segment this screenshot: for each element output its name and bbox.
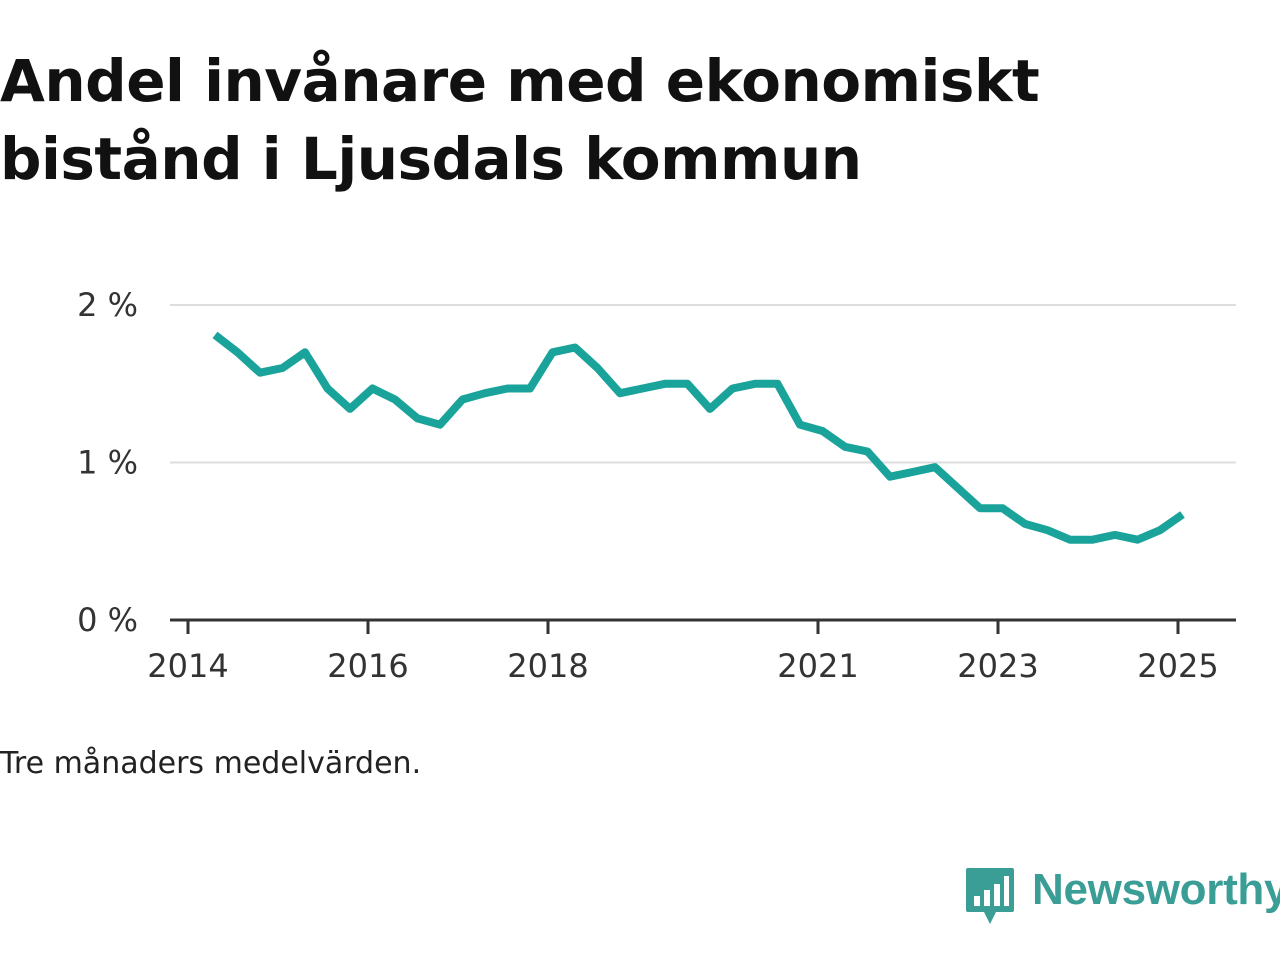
line-chart: 0 % 1 % 2 % 2014 2016 2018 2021 2023 2025 bbox=[77, 286, 1236, 685]
x-axis-ticks: 2014 2016 2018 2021 2023 2025 bbox=[147, 620, 1219, 685]
chart-title: Andel invånare med ekonomiskt bistånd i … bbox=[0, 47, 1040, 193]
series-line-0 bbox=[212, 331, 1185, 544]
gridlines bbox=[170, 304, 1236, 464]
y-axis-labels: 0 % 1 % 2 % bbox=[77, 286, 138, 639]
x-tick-label: 2021 bbox=[777, 647, 858, 685]
x-tick-label: 2016 bbox=[327, 647, 408, 685]
y-tick-label: 2 % bbox=[77, 286, 138, 324]
chart-note: Tre månaders medelvärden. bbox=[0, 746, 422, 781]
series-layer bbox=[212, 331, 1185, 544]
x-tick-label: 2018 bbox=[507, 647, 588, 685]
y-tick-label: 0 % bbox=[77, 601, 138, 639]
brand-logo[interactable]: Newsworthy bbox=[964, 864, 1280, 928]
x-tick-label: 2014 bbox=[147, 647, 228, 685]
newsworthy-logo-icon bbox=[966, 868, 1014, 924]
y-tick-label: 1 % bbox=[77, 444, 138, 482]
x-tick-label: 2023 bbox=[957, 647, 1038, 685]
brand-name: Newsworthy bbox=[1032, 865, 1280, 914]
x-tick-label: 2025 bbox=[1137, 647, 1218, 685]
